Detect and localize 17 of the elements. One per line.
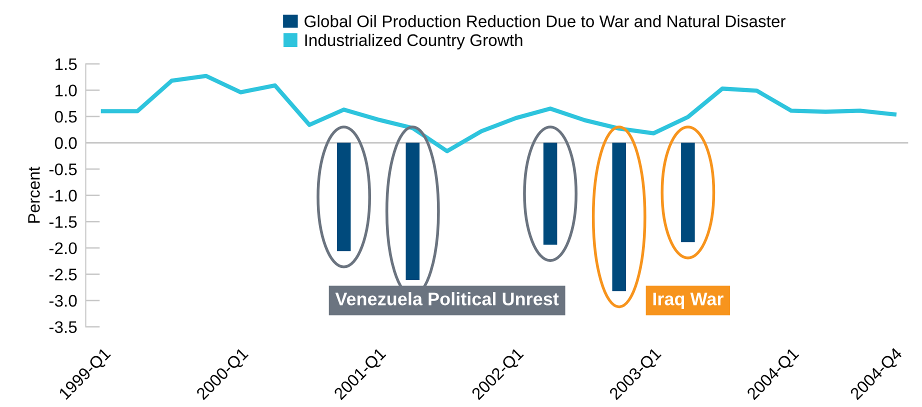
legend-label: Industrialized Country Growth bbox=[305, 34, 522, 50]
legend-label: Global Oil Production Reduction Due to War and Natural Disaster bbox=[304, 15, 786, 28]
y-tick-label: -2.5 bbox=[49, 268, 77, 280]
y-tick-label: -3.5 bbox=[49, 321, 77, 334]
y-tick-label: 1.5 bbox=[56, 58, 77, 70]
y-tick-label: -2.0 bbox=[49, 242, 77, 254]
y-tick-label: -0.5 bbox=[49, 163, 77, 176]
y-tick-label: 1.0 bbox=[56, 84, 77, 96]
y-tick-label: 0.0 bbox=[54, 137, 77, 149]
y-tick-label: 0.5 bbox=[54, 110, 77, 123]
y-tick-label: -3.0 bbox=[49, 294, 77, 307]
annotation: Iraq War bbox=[653, 292, 724, 309]
line-series bbox=[100, 74, 896, 154]
annotation: Venezuela Political Unrest bbox=[335, 292, 559, 306]
y-tick-label: -1.5 bbox=[49, 216, 77, 228]
y-tick-label: -1.0 bbox=[49, 190, 77, 202]
y-axis-title: Percent bbox=[28, 166, 40, 223]
